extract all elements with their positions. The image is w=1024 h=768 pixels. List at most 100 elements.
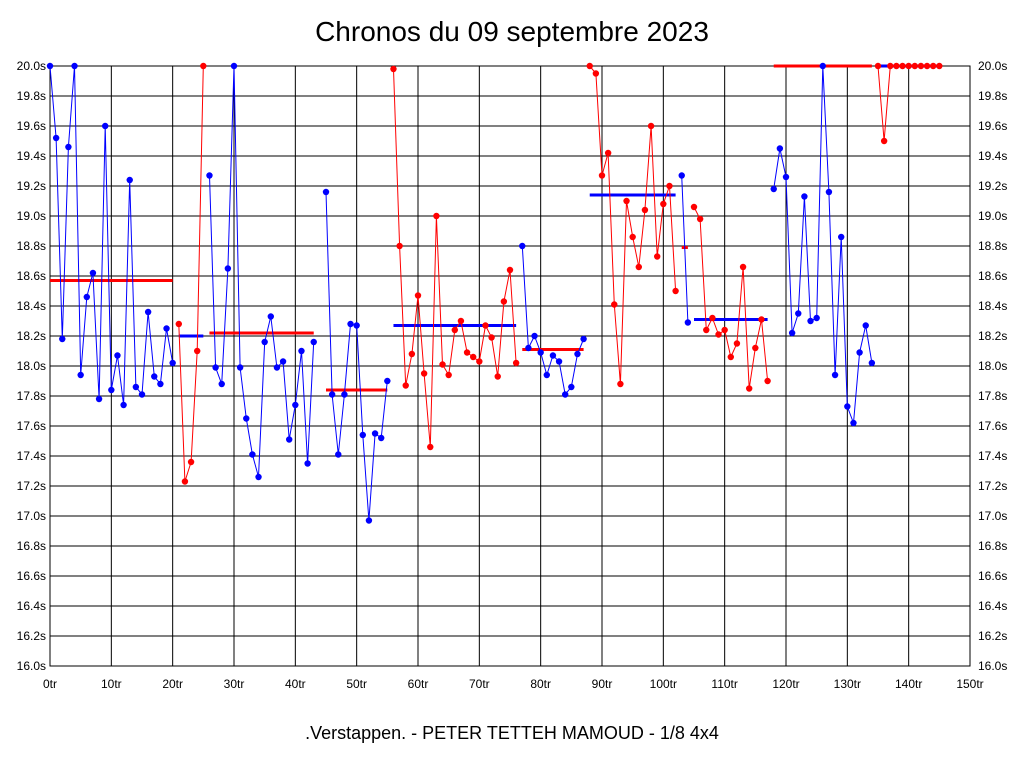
data-point bbox=[512, 359, 520, 367]
data-point bbox=[801, 193, 808, 200]
data-point bbox=[457, 317, 465, 325]
y-tick-label-right: 20.0s bbox=[978, 59, 1007, 73]
y-tick-label-right: 17.4s bbox=[978, 449, 1007, 463]
data-point bbox=[347, 320, 354, 328]
data-point bbox=[488, 334, 495, 341]
x-tick-label: 30tr bbox=[224, 677, 245, 691]
y-axis-left: 20.0s 19.8s 19.6s 19.4s 19.2s 19.0s 18.8s 18.6s… bbox=[17, 59, 46, 673]
data-point bbox=[531, 332, 538, 340]
y-tick-label-right: 18.4s bbox=[978, 299, 1007, 313]
data-point bbox=[555, 358, 563, 365]
data-point bbox=[715, 331, 722, 338]
y-axis-right: 20.0s 19.8s 19.6s 19.4s 19.2s 19.0s 18.8s 18.6s… bbox=[978, 59, 1007, 673]
data-point bbox=[384, 377, 391, 385]
data-point bbox=[175, 320, 182, 328]
data-point bbox=[568, 383, 575, 391]
data-point bbox=[617, 380, 624, 388]
data-point bbox=[580, 335, 587, 343]
y-tick-label-left: 17.2s bbox=[17, 479, 46, 493]
data-point bbox=[322, 188, 330, 196]
data-point bbox=[83, 293, 91, 301]
data-point bbox=[371, 430, 379, 437]
x-tick-label: 10tr bbox=[101, 677, 122, 691]
data-point bbox=[132, 383, 140, 391]
data-point bbox=[782, 173, 790, 181]
data-point bbox=[856, 349, 863, 356]
y-tick-label-right: 16.6s bbox=[978, 569, 1007, 583]
data-point bbox=[641, 206, 649, 214]
series-line bbox=[178, 65, 204, 482]
y-tick-label-right: 16.4s bbox=[978, 599, 1007, 613]
data-point bbox=[206, 172, 213, 179]
data-point bbox=[181, 478, 189, 485]
y-tick-label-right: 18.8s bbox=[978, 239, 1007, 253]
data-point bbox=[838, 233, 845, 241]
data-point bbox=[604, 149, 612, 157]
data-point bbox=[396, 242, 403, 250]
data-point bbox=[420, 370, 428, 377]
x-tick-label: 90tr bbox=[592, 677, 613, 691]
data-point bbox=[390, 65, 397, 73]
data-point bbox=[703, 326, 710, 334]
data-point bbox=[292, 401, 299, 409]
data-point bbox=[788, 329, 796, 337]
y-tick-label-left: 19.2s bbox=[17, 179, 46, 193]
data-point bbox=[880, 137, 888, 145]
x-tick-label: 150tr bbox=[956, 677, 983, 691]
data-point bbox=[813, 314, 820, 322]
y-tick-label-left: 17.0s bbox=[17, 509, 46, 523]
data-point bbox=[506, 266, 514, 274]
y-tick-label-right: 16.2s bbox=[978, 629, 1007, 643]
y-tick-label-right: 18.0s bbox=[978, 359, 1007, 373]
y-tick-label-right: 19.2s bbox=[978, 179, 1007, 193]
y-tick-label-right: 18.6s bbox=[978, 269, 1007, 283]
data-point bbox=[218, 380, 225, 388]
data-point bbox=[586, 62, 593, 70]
plot-frame bbox=[49, 65, 971, 667]
data-point bbox=[157, 380, 164, 388]
data-point bbox=[733, 340, 741, 347]
data-point bbox=[408, 350, 416, 358]
x-tick-label: 40tr bbox=[285, 677, 306, 691]
data-point bbox=[427, 443, 434, 451]
y-tick-label-right: 16.8s bbox=[978, 539, 1007, 553]
data-point bbox=[212, 364, 219, 371]
y-tick-label-right: 19.8s bbox=[978, 89, 1007, 103]
data-point bbox=[807, 317, 814, 325]
data-point bbox=[543, 371, 550, 379]
data-point bbox=[304, 460, 311, 467]
data-point bbox=[200, 62, 207, 70]
data-point bbox=[868, 359, 876, 367]
data-point bbox=[893, 62, 900, 70]
data-point bbox=[59, 335, 66, 343]
data-point bbox=[451, 326, 458, 334]
data-point bbox=[660, 200, 667, 208]
data-point bbox=[623, 197, 630, 205]
data-point bbox=[46, 62, 54, 70]
data-point bbox=[930, 62, 937, 70]
data-point bbox=[114, 352, 121, 359]
data-point bbox=[525, 344, 532, 352]
data-point bbox=[279, 358, 287, 365]
data-point bbox=[261, 338, 268, 346]
y-tick-label-right: 19.0s bbox=[978, 209, 1007, 223]
data-point bbox=[764, 377, 771, 385]
data-point bbox=[721, 326, 728, 334]
data-point bbox=[328, 391, 336, 398]
data-point bbox=[844, 403, 851, 410]
y-tick-label-left: 18.6s bbox=[17, 269, 46, 283]
y-tick-label-left: 17.6s bbox=[17, 419, 46, 433]
x-tick-label: 130tr bbox=[834, 677, 861, 691]
data-point bbox=[850, 419, 857, 427]
y-tick-label-left: 18.4s bbox=[17, 299, 46, 313]
data-point bbox=[684, 319, 692, 326]
data-point bbox=[562, 391, 569, 398]
y-tick-label-right: 18.2s bbox=[978, 329, 1007, 343]
data-point bbox=[825, 188, 833, 196]
series-line bbox=[209, 65, 315, 478]
data-point bbox=[144, 308, 152, 316]
data-point bbox=[672, 287, 679, 295]
data-point bbox=[746, 385, 753, 392]
data-point bbox=[126, 176, 133, 184]
